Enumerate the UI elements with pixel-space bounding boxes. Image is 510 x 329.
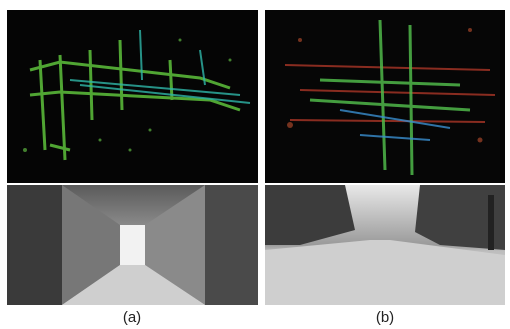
figure: (a) (b) — [0, 0, 510, 329]
point-cloud-b — [265, 10, 505, 183]
panel-label: (a) — [123, 309, 141, 326]
panel-label: (b) — [376, 309, 394, 326]
corridor-photo — [7, 185, 258, 305]
point-cloud-a — [7, 10, 258, 183]
page: {"panels": [{"label": "(a)"}, {"label": … — [0, 0, 510, 329]
street-photo — [265, 185, 505, 305]
